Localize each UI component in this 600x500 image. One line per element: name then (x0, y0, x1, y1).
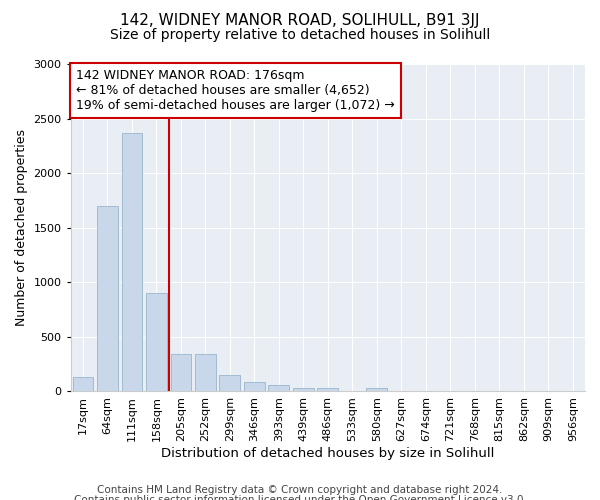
Text: 142 WIDNEY MANOR ROAD: 176sqm
← 81% of detached houses are smaller (4,652)
19% o: 142 WIDNEY MANOR ROAD: 176sqm ← 81% of d… (76, 69, 395, 112)
Bar (220, 375, 241, 392)
Bar (293, 388, 314, 392)
X-axis label: Distribution of detached houses by size in Solihull: Distribution of detached houses by size … (161, 447, 494, 460)
Y-axis label: Number of detached properties: Number of detached properties (15, 129, 28, 326)
Bar (317, 388, 338, 392)
Bar (122, 133, 142, 392)
Bar (195, 354, 216, 392)
Text: Size of property relative to detached houses in Solihull: Size of property relative to detached ho… (110, 28, 490, 42)
Text: Contains public sector information licensed under the Open Government Licence v3: Contains public sector information licen… (74, 495, 526, 500)
Bar (73, 378, 94, 392)
Text: 142, WIDNEY MANOR ROAD, SOLIHULL, B91 3JJ: 142, WIDNEY MANOR ROAD, SOLIHULL, B91 3J… (120, 12, 480, 28)
Bar (97, 206, 118, 392)
Bar (244, 382, 265, 392)
Bar (268, 385, 289, 392)
Text: Contains HM Land Registry data © Crown copyright and database right 2024.: Contains HM Land Registry data © Crown c… (97, 485, 503, 495)
Bar (342, 391, 363, 392)
Bar (146, 293, 167, 392)
Bar (170, 354, 191, 392)
Bar (367, 388, 387, 392)
